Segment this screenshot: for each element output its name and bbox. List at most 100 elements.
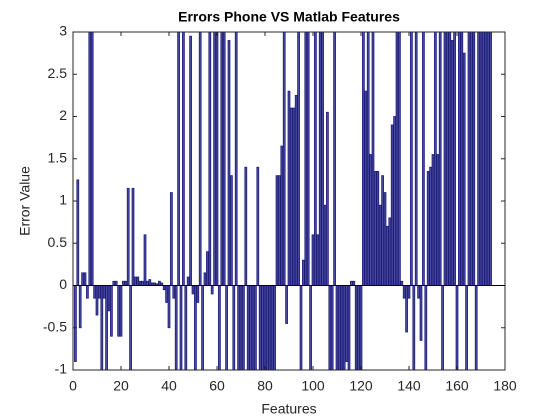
bar <box>119 285 123 337</box>
bar <box>129 285 132 370</box>
bar <box>107 285 111 312</box>
bar <box>278 175 281 286</box>
x-tick-label: 60 <box>209 378 225 394</box>
bar <box>326 111 329 286</box>
bar <box>172 285 176 299</box>
bar <box>386 225 389 286</box>
bar <box>249 285 252 370</box>
bar <box>419 285 423 341</box>
bar <box>340 285 344 370</box>
bar <box>414 32 418 286</box>
bar <box>258 285 262 370</box>
bar <box>237 285 240 370</box>
bar <box>213 32 216 286</box>
bar <box>426 171 430 286</box>
bar <box>90 32 94 286</box>
bar <box>338 285 341 370</box>
bar <box>239 285 243 370</box>
y-tick-label: 0 <box>59 276 67 292</box>
y-tick-label: -1 <box>55 361 68 377</box>
bar <box>462 52 466 286</box>
bar <box>434 32 437 286</box>
bar <box>441 285 444 370</box>
bar <box>342 285 346 370</box>
bar <box>256 166 260 286</box>
bar <box>410 32 413 286</box>
bar <box>220 32 224 286</box>
bar <box>448 32 452 286</box>
bar <box>282 32 286 286</box>
bar <box>270 285 274 370</box>
bar <box>254 285 257 370</box>
bar <box>311 234 315 286</box>
bar <box>489 32 492 286</box>
bar <box>234 32 238 286</box>
bar <box>316 234 320 286</box>
bar <box>371 32 375 286</box>
bar <box>102 285 106 299</box>
bar <box>230 175 233 286</box>
bar <box>304 32 308 286</box>
bar <box>482 32 485 286</box>
y-tick-label: 1.5 <box>48 149 68 165</box>
bar <box>165 285 168 303</box>
bar <box>194 285 197 370</box>
x-tick-label: 120 <box>349 378 373 394</box>
y-tick-label: 0.5 <box>48 234 68 250</box>
bar <box>232 285 236 370</box>
bar <box>388 217 392 286</box>
bar <box>376 171 380 286</box>
bar <box>206 251 209 286</box>
bar <box>136 276 140 286</box>
bar <box>450 40 454 286</box>
bar <box>354 285 358 370</box>
bar <box>174 285 178 370</box>
bar <box>208 32 212 286</box>
x-tick-label: 100 <box>301 378 325 394</box>
bar <box>309 285 312 370</box>
bar <box>287 90 291 286</box>
bar <box>474 285 478 370</box>
bar <box>398 32 401 286</box>
chart-title: Errors Phone VS Matlab Features <box>178 9 400 25</box>
bar <box>395 32 399 286</box>
bar <box>100 285 104 370</box>
bar <box>261 285 264 370</box>
bar <box>189 35 192 286</box>
bar <box>184 285 188 370</box>
y-axis-label: Error Value <box>17 166 33 236</box>
bar <box>78 285 82 329</box>
bar <box>436 154 440 286</box>
x-tick-label: 140 <box>397 378 421 394</box>
bar <box>486 32 490 286</box>
bar <box>460 32 464 286</box>
bar <box>273 285 276 370</box>
bar <box>335 285 339 370</box>
bar <box>244 166 248 286</box>
bar <box>369 154 372 286</box>
bar <box>112 280 116 286</box>
bar <box>225 285 228 370</box>
bar <box>196 285 200 303</box>
bar <box>124 280 128 286</box>
bar <box>143 234 147 286</box>
bar <box>477 32 480 286</box>
x-tick-label: 0 <box>69 378 77 394</box>
y-tick-label: 2.5 <box>48 65 68 81</box>
bar <box>227 40 231 286</box>
bar <box>98 285 101 299</box>
bar <box>138 280 142 286</box>
bar <box>390 124 394 286</box>
bar <box>302 259 305 286</box>
x-tick-label: 20 <box>113 378 129 394</box>
bar <box>182 32 185 286</box>
bar <box>297 32 300 286</box>
bar <box>146 280 149 286</box>
bar <box>215 32 219 286</box>
bar <box>251 285 255 370</box>
bar <box>299 285 303 370</box>
bar <box>263 285 267 370</box>
x-axis-label: Features <box>261 401 316 417</box>
bar <box>148 279 152 286</box>
bar <box>446 32 449 286</box>
